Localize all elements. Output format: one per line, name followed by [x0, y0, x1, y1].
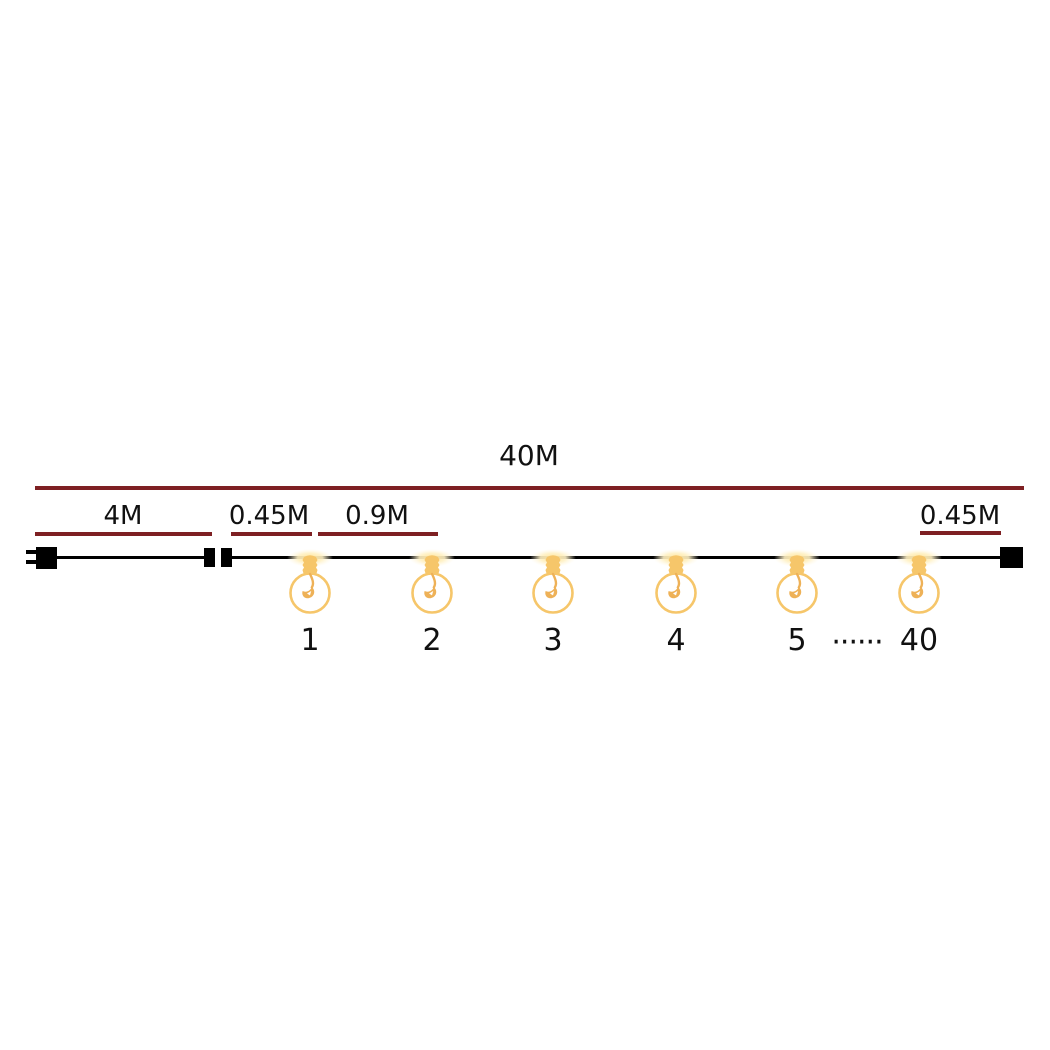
bulb-icon-2: [407, 547, 457, 614]
total-length-line: [35, 486, 1024, 490]
bulb-gap-line: [318, 532, 438, 536]
bulb-number-1: 1: [300, 623, 320, 658]
lead-length-line: [35, 532, 212, 536]
lead-wire: [55, 556, 206, 559]
bulb-gap-label: 0.9M: [345, 501, 409, 531]
bulb-number-4: 4: [666, 623, 686, 658]
total-length-label: 40M: [499, 439, 559, 472]
first-gap-label: 0.45M: [228, 501, 310, 531]
bulb-icon-3: [528, 547, 578, 614]
end-gap-label: 0.45M: [919, 501, 1001, 531]
end-cap-icon: [1000, 547, 1023, 568]
first-gap-line: [231, 532, 312, 536]
bulb-number-5: 5: [787, 623, 807, 658]
end-gap-line: [920, 531, 1001, 535]
bulb-ellipsis: ······: [831, 625, 883, 660]
plug-prong-bottom: [26, 560, 37, 564]
bulb-number-40: 40: [899, 623, 939, 658]
lead-length-label: 4M: [103, 501, 143, 531]
bulb-number-3: 3: [543, 623, 563, 658]
connector-female-icon: [221, 548, 232, 567]
connector-male-icon: [204, 548, 215, 567]
bulb-icon-40: [894, 547, 944, 614]
bulb-number-2: 2: [422, 623, 442, 658]
bulb-icon-1: [285, 547, 335, 614]
plug-prong-top: [26, 550, 37, 554]
main-wire: [230, 556, 1003, 559]
bulb-icon-5: [772, 547, 822, 614]
bulb-icon-4: [651, 547, 701, 614]
power-plug-icon: [36, 547, 57, 569]
